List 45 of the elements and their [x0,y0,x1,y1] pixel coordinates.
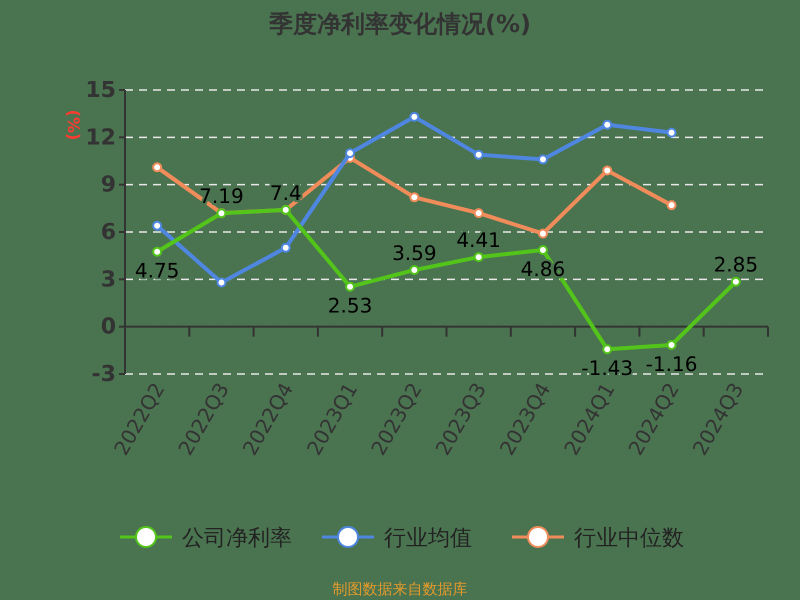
y-tick-label: 9 [100,172,116,198]
data-label: 7.4 [270,180,302,205]
legend-label: 行业均值 [384,526,472,551]
legend-label: 公司净利率 [182,526,292,551]
y-tick-label: -3 [92,362,116,388]
data-label: -1.16 [646,352,698,376]
point [474,252,484,262]
point [538,244,548,255]
data-label: -1.43 [581,356,634,380]
point [409,265,420,276]
data-label: 3.59 [392,241,437,266]
point [538,154,548,164]
point [602,344,612,354]
text: 制图数据来自数据库 [332,580,468,598]
point [409,192,420,202]
y-tick-label: 0 [100,314,116,340]
point [602,120,612,130]
point [666,128,677,138]
y-tick-label: 12 [85,125,116,150]
point [280,242,291,253]
y-tick-label: 6 [100,220,116,246]
point [666,340,677,350]
y-axis-title: (%) [64,110,83,140]
point [666,200,677,210]
y-tick-label: 15 [85,78,116,104]
data-label: 2.53 [328,294,372,318]
point [730,276,741,287]
chart-title: 季度净利率变化情况(%) [268,10,531,38]
point [474,150,484,160]
y-tick-label: 3 [100,267,116,292]
data-label: 7.19 [199,184,244,208]
data-label: 4.75 [134,258,180,283]
point [345,282,356,292]
point [152,162,162,172]
legend-label: 行业中位数 [574,526,684,551]
data-label: 4.41 [456,228,501,252]
point [474,208,484,218]
point [538,228,548,239]
point [345,148,356,158]
point [152,246,162,257]
point [216,277,226,288]
data-label: 2.85 [714,252,758,277]
point [409,112,420,122]
point [602,165,612,176]
point [152,220,162,231]
